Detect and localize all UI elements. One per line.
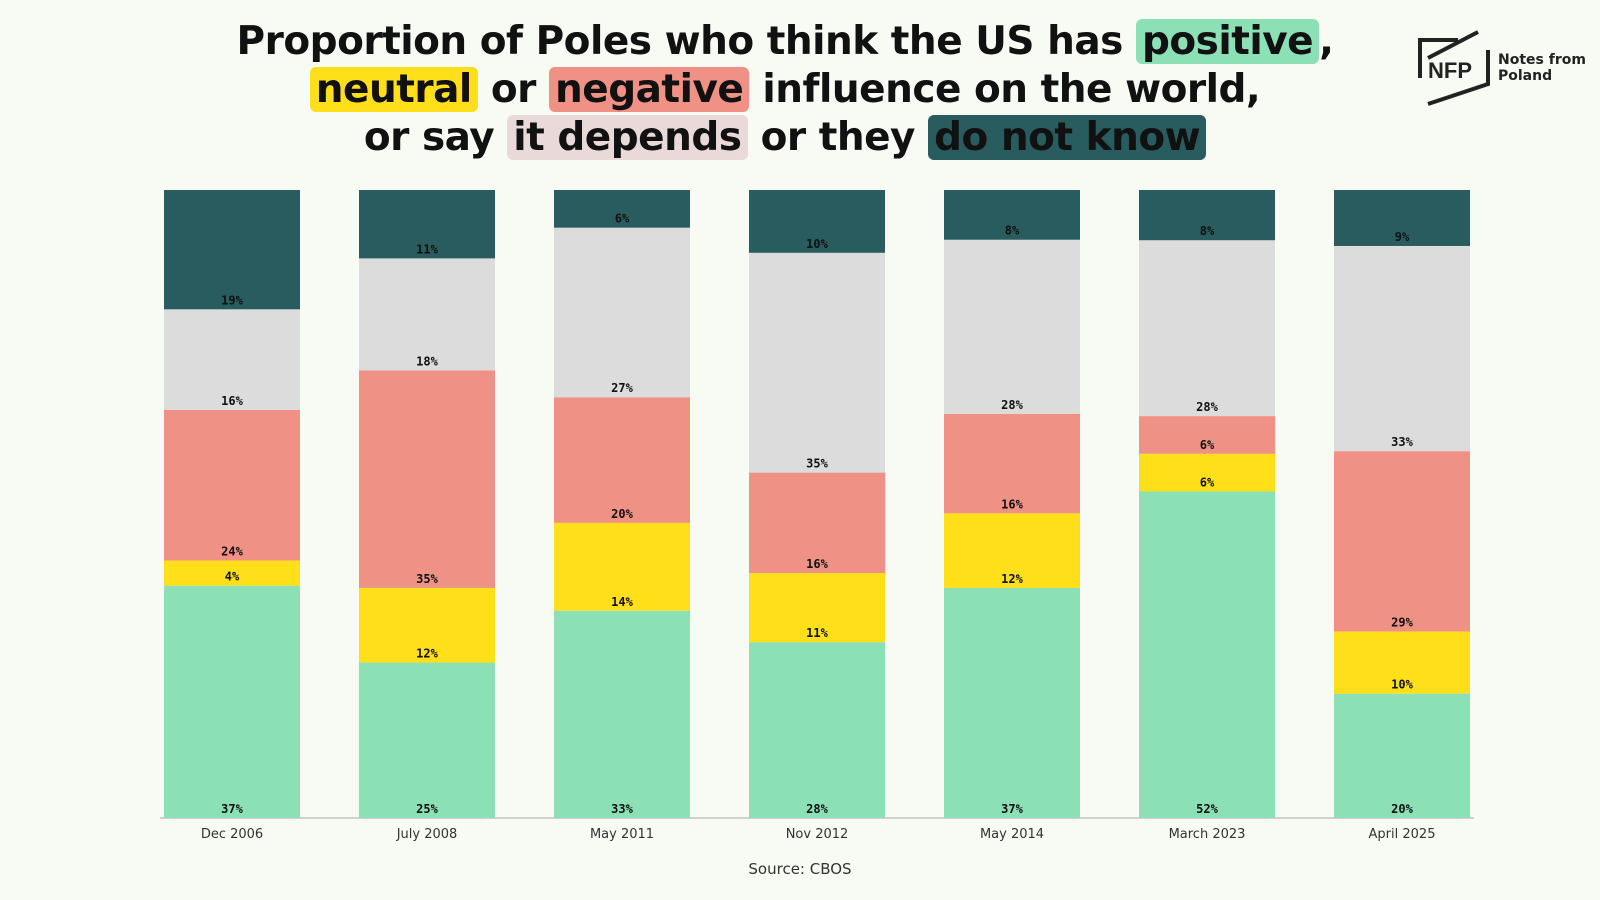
title-text: or say [363,115,508,160]
bar-segment-do-not-know [1334,190,1470,246]
data-label: 35% [806,457,828,471]
data-label: 8% [1200,224,1215,238]
bar-segment-it-depends [164,309,300,410]
title-line-2: neutral or negative influence on the wor… [200,66,1370,114]
bar-segment-do-not-know [554,190,690,228]
bar-segment-neutral [1334,631,1470,694]
data-label: 28% [1001,398,1023,412]
bar-segment-negative [359,370,495,588]
data-label: 6% [1200,438,1215,452]
data-label: 16% [221,394,243,408]
chart-title: Proportion of Poles who think the US has… [200,18,1370,162]
data-label: 10% [1391,678,1413,692]
data-label: 33% [1391,435,1413,449]
data-label: 10% [806,237,828,251]
bar-segment-it-depends [749,252,885,473]
data-label: 8% [1005,224,1020,238]
data-label: 25% [416,802,438,816]
logo-line-1: Notes from [1498,52,1586,68]
title-line-1: Proportion of Poles who think the US has… [200,18,1370,66]
title-text: , [1319,19,1334,64]
title-text: influence on the world, [749,67,1261,112]
data-label: 16% [1001,497,1023,511]
title-neutral-highlight: neutral [309,67,478,112]
bar-segment-it-depends [1139,240,1275,417]
bar-segment-positive [164,585,300,818]
bar-segment-neutral [749,573,885,643]
data-label: 28% [1196,400,1218,414]
data-label: 9% [1395,230,1410,244]
data-label: 12% [1001,572,1023,586]
bar-segment-it-depends [1334,245,1470,452]
x-tick-label: May 2014 [980,827,1044,842]
data-label: 20% [1391,802,1413,816]
data-label: 4% [225,570,240,584]
data-label: 19% [221,293,243,307]
bar-segment-negative [749,472,885,574]
bar-segment-do-not-know [749,190,885,253]
logo-line-2: Poland [1498,68,1553,84]
data-label: 28% [806,802,828,816]
data-label: 27% [611,381,633,395]
bar-segment-neutral [554,522,690,611]
source-note: Source: CBOS [748,860,852,878]
data-label: 29% [1391,615,1413,629]
data-label: 12% [416,647,438,661]
bar-segment-positive [554,610,690,818]
bar-segment-it-depends [359,258,495,371]
title-negative-highlight: negative [548,67,750,112]
title-text: or they [747,115,929,160]
bar-segment-positive [1334,693,1470,818]
bar-segment-negative [944,413,1080,514]
bar-segment-neutral [164,560,300,586]
bar-segment-positive [749,642,885,818]
data-label: 52% [1196,802,1218,816]
x-tick-label: April 2025 [1369,827,1436,842]
data-label: 37% [1001,802,1023,816]
bar-segment-do-not-know [359,190,495,259]
bar-segment-do-not-know [164,190,300,310]
data-label: 35% [416,572,438,586]
nfp-logo-icon: NFP [1418,30,1490,106]
logo-text: Notes from Poland [1498,52,1586,84]
data-label: 6% [615,212,630,226]
bar-segment-neutral [1139,453,1275,492]
title-text: or [477,67,549,112]
title-positive-highlight: positive [1135,19,1320,64]
data-label: 11% [416,242,438,256]
logo-mark: NFP [1428,58,1472,83]
data-label: 20% [611,507,633,521]
data-label: 18% [416,354,438,368]
title-line-3: or say it depends or they do not know [200,114,1370,162]
x-tick-label: May 2011 [590,827,654,842]
title-dontknow-highlight: do not know [928,115,1207,160]
bar-segment-do-not-know [944,190,1080,240]
data-label: 11% [806,626,828,640]
data-label: 33% [611,802,633,816]
x-tick-label: March 2023 [1169,827,1246,842]
bar-segment-positive [944,587,1080,818]
bar-segment-it-depends [944,239,1080,414]
bar-segment-positive [359,662,495,818]
bar-segment-negative [164,409,300,561]
x-tick-label: Dec 2006 [201,827,263,842]
x-tick-label: Nov 2012 [786,827,849,842]
bar-segment-it-depends [554,227,690,398]
bar-segment-do-not-know [1139,190,1275,241]
data-label: 24% [221,545,243,559]
title-text: Proportion of Poles who think the US has [236,19,1136,64]
bar-segment-positive [1139,491,1275,818]
data-label: 14% [611,595,633,609]
bar-segment-negative [1139,416,1275,454]
data-label: 6% [1200,475,1215,489]
bar-segment-negative [554,397,690,523]
bar-segment-neutral [944,513,1080,588]
title-depends-highlight: it depends [507,115,748,160]
data-label: 16% [806,557,828,571]
bar-segment-neutral [359,587,495,663]
bar-segment-negative [1334,451,1470,632]
x-tick-label: July 2008 [396,827,458,842]
data-label: 37% [221,802,243,816]
